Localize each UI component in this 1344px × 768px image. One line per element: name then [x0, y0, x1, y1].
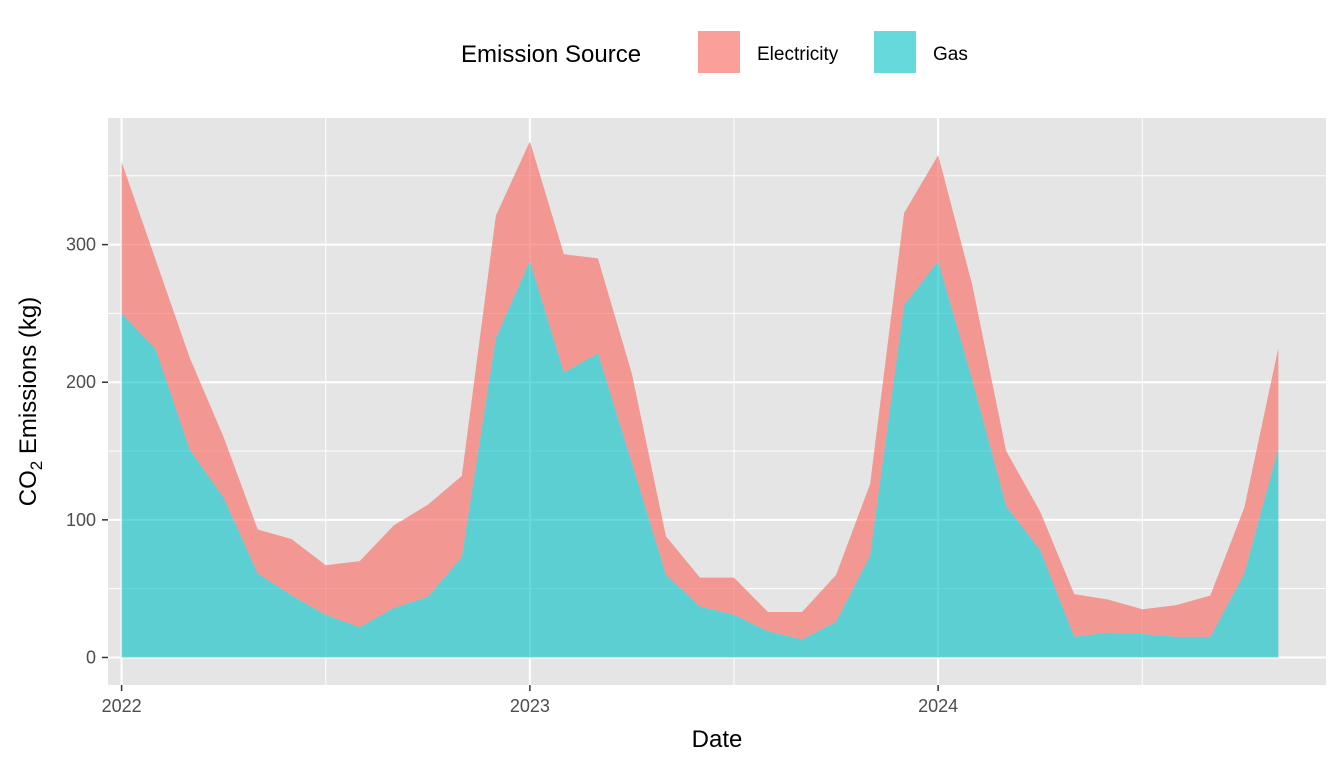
x-axis: 2022 2023 2024: [102, 685, 958, 716]
legend-label-electricity: Electricity: [757, 44, 839, 65]
area-layers: [121, 141, 1279, 658]
y-axis-title: CO2 Emissions (kg): [15, 297, 46, 507]
y-tick-label: 0: [86, 647, 96, 667]
y-axis-title-main: CO: [15, 470, 42, 506]
y-tick-label: 300: [66, 235, 96, 255]
legend-title: Emission Source: [461, 41, 641, 68]
y-axis: 0 100 200 300: [66, 235, 108, 667]
legend: Emission Source Electricity Gas: [461, 29, 968, 75]
x-tick-label: 2024: [918, 696, 958, 716]
y-tick-label: 200: [66, 372, 96, 392]
y-tick-label: 100: [66, 510, 96, 530]
legend-label-gas: Gas: [933, 44, 968, 65]
area-gas: [121, 261, 1279, 658]
x-axis-title: Date: [692, 726, 743, 753]
x-tick-label: 2023: [510, 696, 550, 716]
legend-key-electricity: [696, 29, 742, 75]
y-axis-title-subscript: 2: [27, 461, 46, 470]
y-axis-title-rest: Emissions (kg): [15, 297, 42, 461]
x-tick-label: 2022: [102, 696, 142, 716]
legend-key-gas: [872, 29, 918, 75]
